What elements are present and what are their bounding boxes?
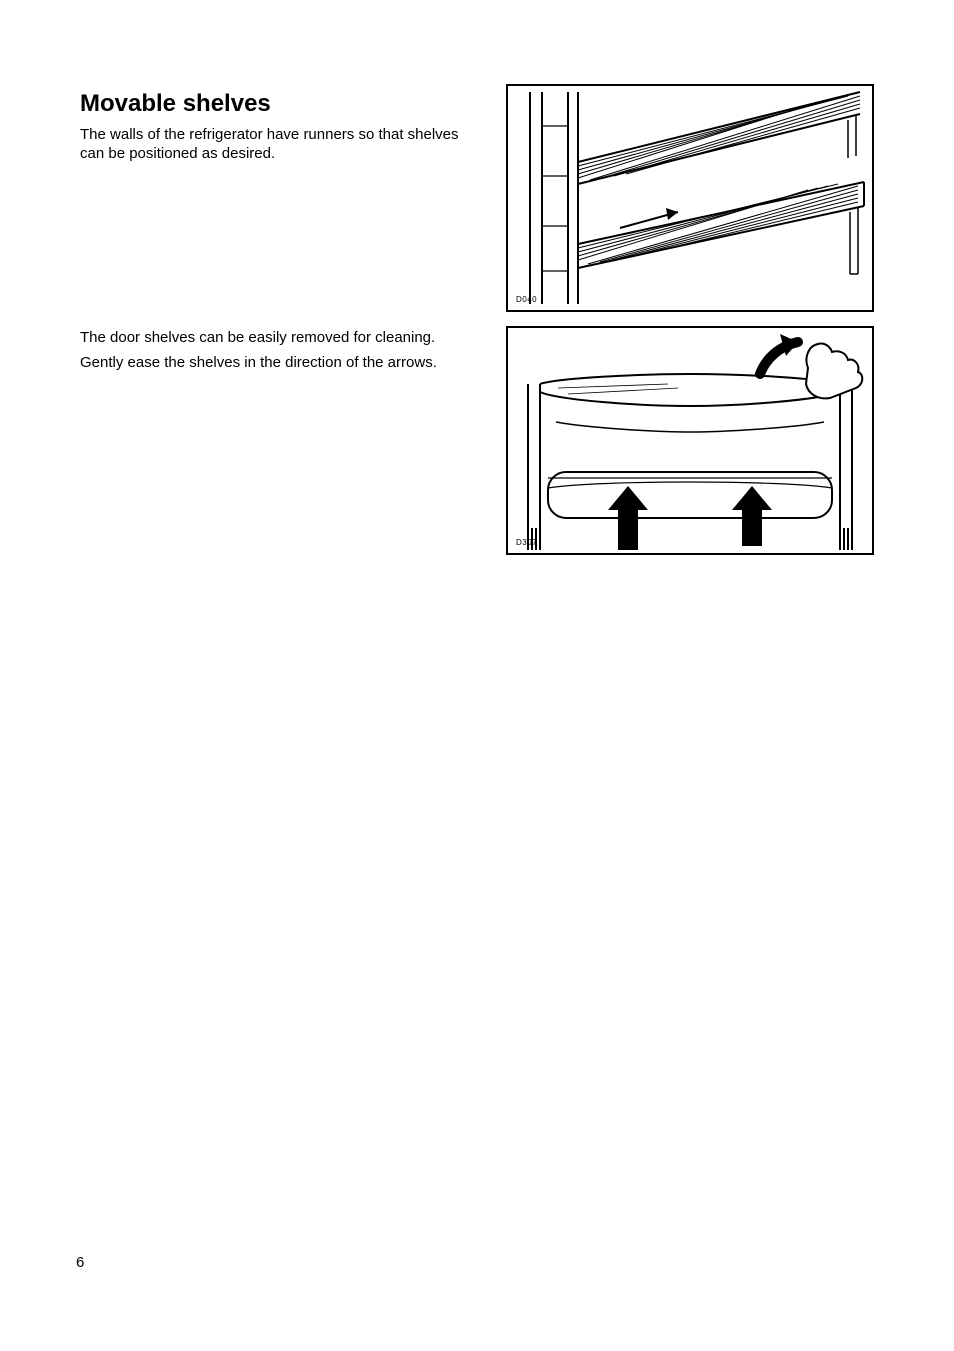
shelf-runners-diagram — [508, 86, 872, 310]
figure-door-shelf-removal: D307 — [506, 326, 874, 555]
hand-icon — [760, 334, 862, 398]
section-heading: Movable shelves — [80, 90, 271, 118]
door-shelf-diagram — [508, 328, 872, 553]
paragraph-arrows: Gently ease the shelves in the direction… — [80, 354, 500, 373]
figure-shelf-runners: D040 — [506, 84, 874, 312]
page: Movable shelves The walls of the refrige… — [0, 0, 954, 1351]
paragraph-runners: The walls of the refrigerator have runne… — [80, 126, 460, 164]
figure-label: D307 — [516, 538, 537, 547]
arrow-icon — [666, 208, 678, 220]
up-arrow-icon — [732, 486, 772, 546]
paragraph-door-shelves: The door shelves can be easily removed f… — [80, 329, 480, 348]
figure-label: D040 — [516, 295, 537, 304]
page-number: 6 — [76, 1254, 84, 1271]
up-arrow-icon — [608, 486, 648, 546]
